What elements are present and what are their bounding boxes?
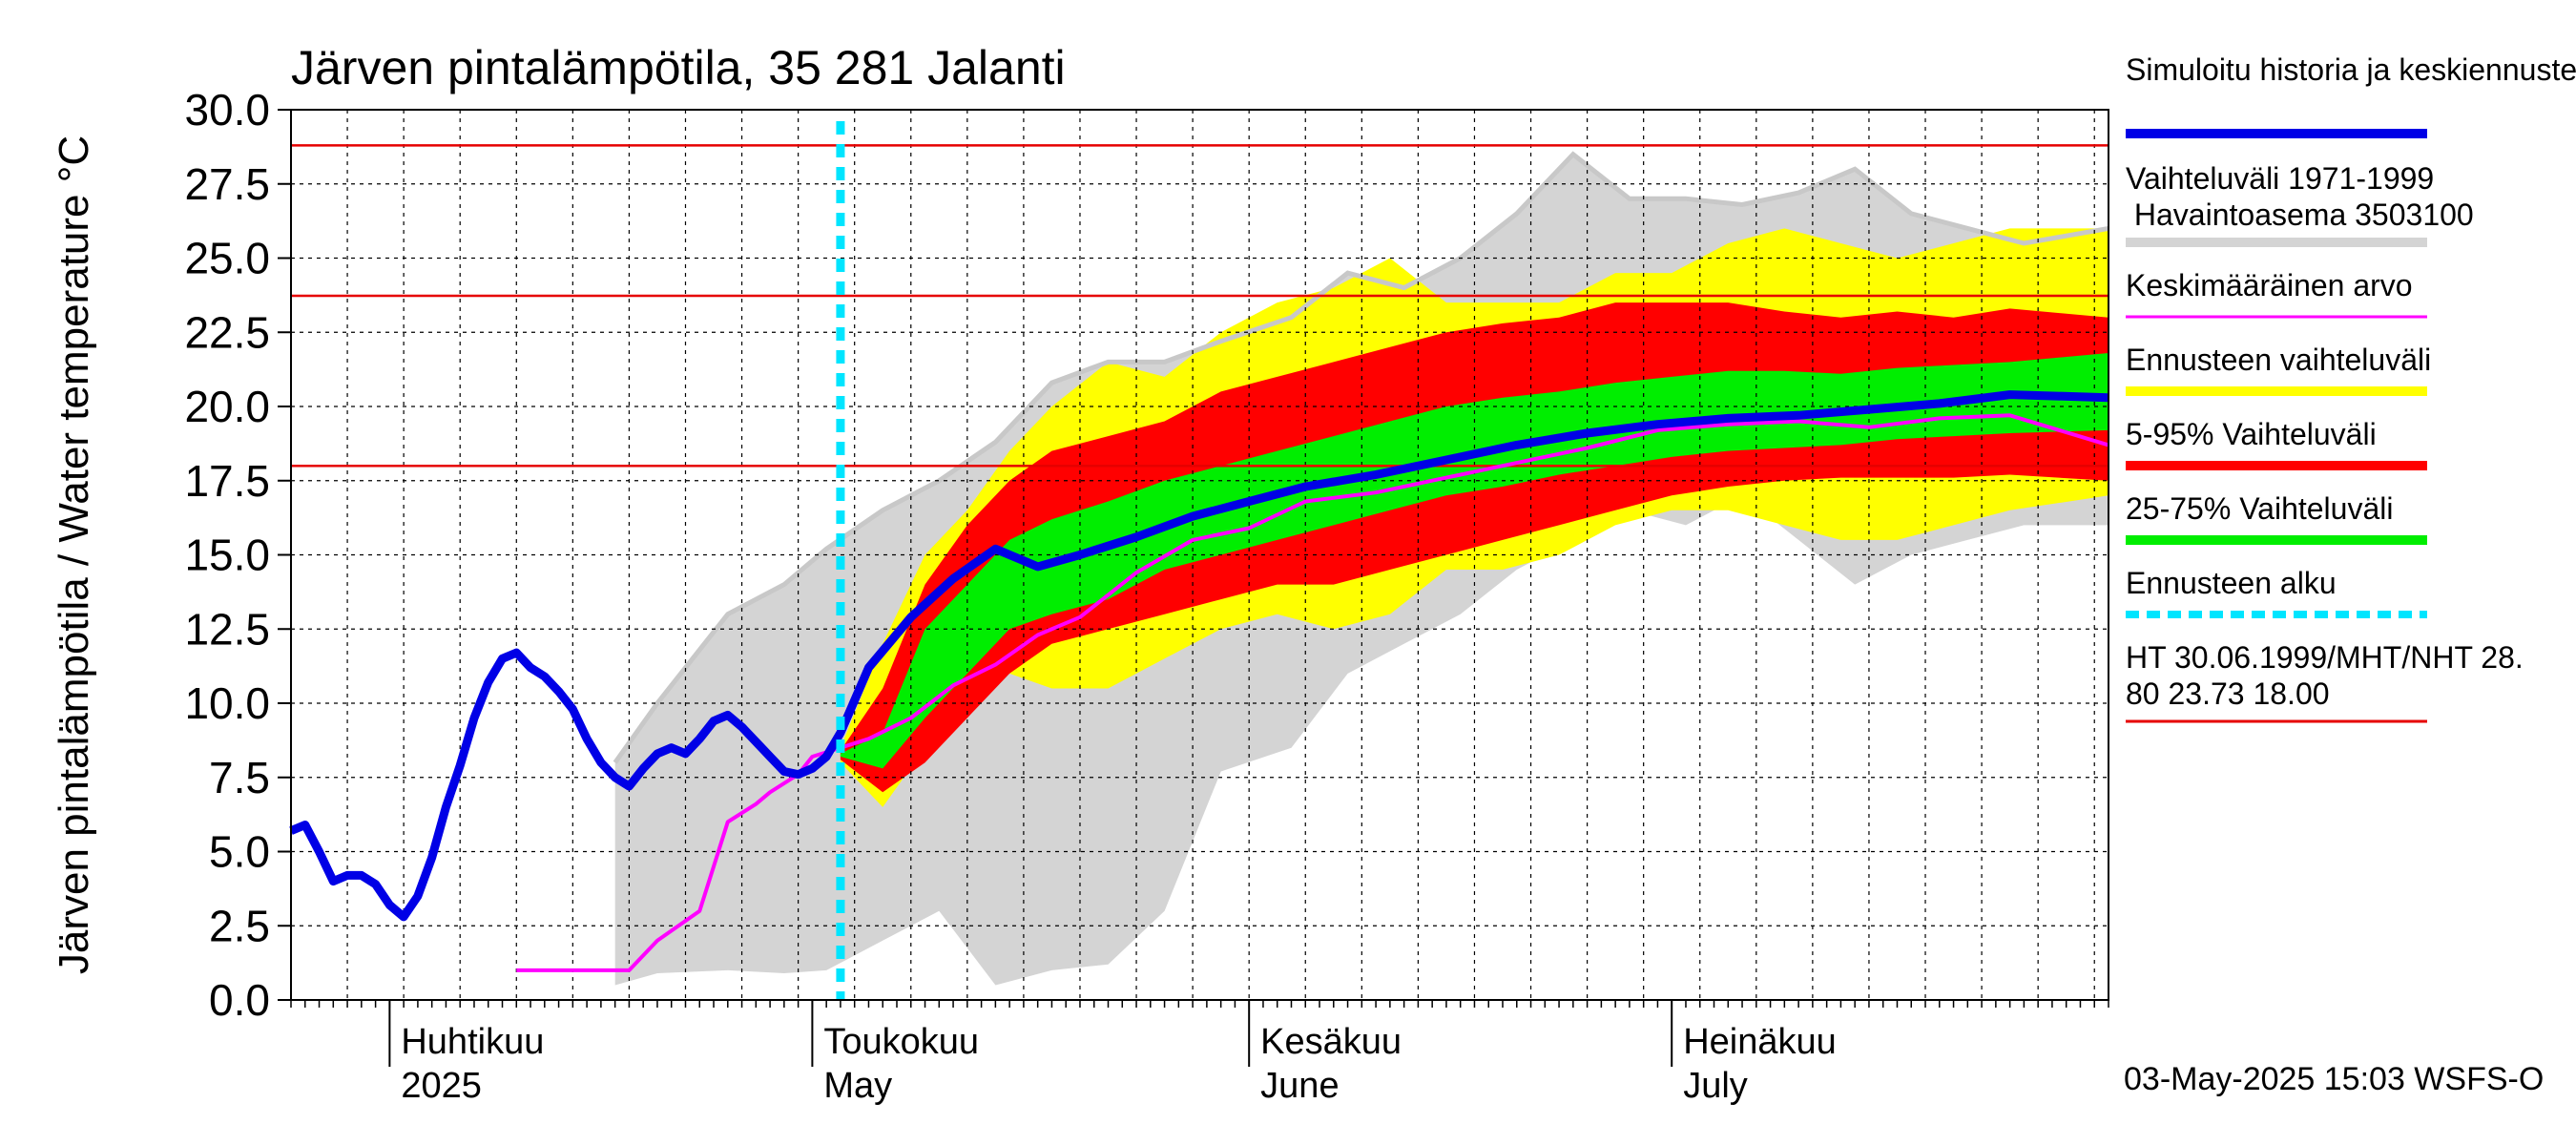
y-tick-label: 12.5 <box>184 604 270 654</box>
series-line-simulated <box>289 390 2109 922</box>
month-label-en: 2025 <box>401 1066 482 1106</box>
legend-label-line: 25-75% Vaihteluväli <box>2126 491 2393 526</box>
month-label-fi: Heinäkuu <box>1683 1022 1837 1062</box>
y-tick-label: 15.0 <box>184 531 270 580</box>
legend-label-line: Keskimääräinen arvo <box>2126 268 2413 302</box>
y-tick-label: 10.0 <box>184 678 270 728</box>
footer-timestamp: 03-May-2025 15:03 WSFS-O <box>2124 1061 2544 1097</box>
y-tick-label: 25.0 <box>184 234 270 283</box>
legend-label: HT 30.06.1999/MHT/NHT 28. 80 23.73 18.00 <box>2126 640 2524 711</box>
hist-range-edge <box>613 151 2109 764</box>
legend-label: Vaihteluväli 1971-1999 Havaintoasema 350… <box>2126 161 2474 232</box>
legend-label: Ennusteen vaihteluväli <box>2126 343 2431 377</box>
y-tick-label: 22.5 <box>184 307 270 357</box>
series-line-mean <box>516 413 2109 972</box>
legend-label-line: HT 30.06.1999/MHT/NHT 28. <box>2126 640 2524 675</box>
legend-label: 5-95% Vaihteluväli <box>2126 417 2377 451</box>
legend-label-line: Vaihteluväli 1971-1999 <box>2126 161 2434 196</box>
chart-title: Järven pintalämpötila, 35 281 Jalanti <box>291 41 1066 94</box>
legend-label: Keskimääräinen arvo <box>2126 268 2413 302</box>
legend-label-line: Ennusteen alku <box>2126 566 2337 600</box>
legend-label-line: 5-95% Vaihteluväli <box>2126 417 2377 451</box>
month-label-en: June <box>1260 1066 1339 1106</box>
y-axis-label: Järven pintalämpötila / Water temperatur… <box>51 135 97 974</box>
grid-layer <box>290 109 2109 1001</box>
y-tick-label: 7.5 <box>209 753 270 802</box>
y-tick-label: 27.5 <box>184 159 270 209</box>
legend-label-line: Simuloitu historia ja keskiennuste <box>2126 52 2576 87</box>
month-label-en: July <box>1683 1066 1748 1106</box>
legend-label-line: Ennusteen vaihteluväli <box>2126 343 2431 377</box>
y-tick-labels: 0.0 2.5 5.0 7.5 10.0 12.5 15.0 17.5 20.0 22.5 25.0… <box>184 85 270 1025</box>
month-label-en: May <box>823 1066 892 1106</box>
month-label-fi: Toukokuu <box>823 1022 979 1062</box>
legend-label: Ennusteen alku <box>2126 566 2337 600</box>
y-tick-label: 0.0 <box>209 975 270 1025</box>
legend-label-line: 80 23.73 18.00 <box>2126 677 2330 711</box>
y-tick-label: 20.0 <box>184 382 270 431</box>
y-tick-label: 5.0 <box>209 827 270 877</box>
y-tick-label: 17.5 <box>184 456 270 506</box>
plot-frame <box>278 109 2109 1067</box>
y-tick-label: 2.5 <box>209 901 270 950</box>
legend: Simuloitu historia ja keskiennuste Vaihte… <box>2126 52 2576 723</box>
reference-lines <box>291 144 2109 468</box>
legend-label: 25-75% Vaihteluväli <box>2126 491 2393 526</box>
series-layer <box>289 390 2109 972</box>
legend-label: Simuloitu historia ja keskiennuste <box>2126 52 2576 87</box>
month-label-fi: Huhtikuu <box>401 1022 544 1062</box>
y-tick-label: 30.0 <box>184 85 270 135</box>
legend-label-line: Havaintoasema 3503100 <box>2126 198 2474 232</box>
month-label-fi: Kesäkuu <box>1260 1022 1402 1062</box>
